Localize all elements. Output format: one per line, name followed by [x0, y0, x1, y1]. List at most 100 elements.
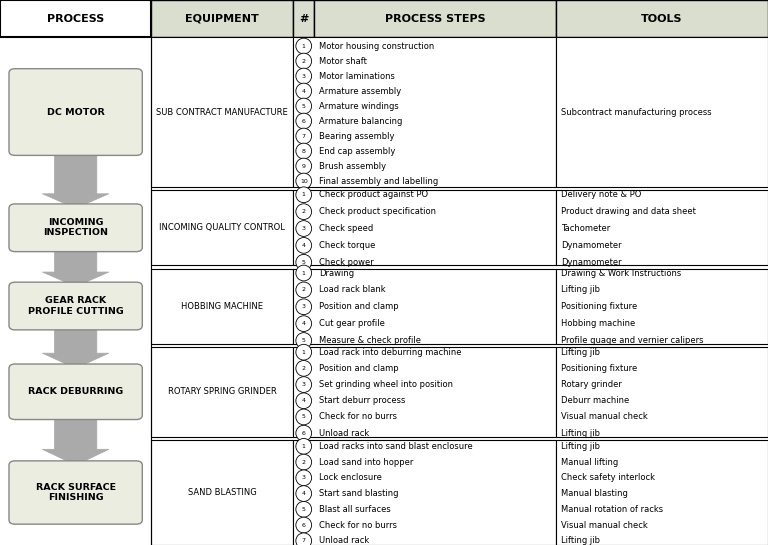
Ellipse shape: [296, 316, 312, 331]
Text: 3: 3: [302, 304, 306, 309]
Text: 7: 7: [302, 538, 306, 543]
Text: 5: 5: [302, 260, 306, 265]
Ellipse shape: [296, 360, 312, 376]
Text: 2: 2: [302, 459, 306, 464]
Text: Load sand into hopper: Load sand into hopper: [319, 458, 413, 467]
Text: Unload rack: Unload rack: [319, 429, 369, 438]
Text: PROCESS STEPS: PROCESS STEPS: [385, 14, 485, 23]
Polygon shape: [42, 415, 109, 465]
Bar: [0, 0, 151, 37]
Text: 4: 4: [302, 491, 306, 496]
Text: 9: 9: [302, 164, 306, 168]
Bar: [314, 0, 556, 37]
Text: Position and clamp: Position and clamp: [319, 364, 399, 373]
Text: 3: 3: [302, 74, 306, 78]
Text: Positioning fixture: Positioning fixture: [561, 364, 637, 373]
Text: Lifting jib: Lifting jib: [561, 348, 601, 356]
Ellipse shape: [296, 68, 312, 84]
Ellipse shape: [296, 53, 312, 69]
Text: Set grinding wheel into position: Set grinding wheel into position: [319, 380, 452, 389]
Text: Check for no burrs: Check for no burrs: [319, 520, 397, 530]
Bar: [293, 347, 556, 437]
Text: Armature balancing: Armature balancing: [319, 117, 402, 125]
Ellipse shape: [296, 113, 312, 129]
Text: ROTARY SPRING GRINDER: ROTARY SPRING GRINDER: [168, 387, 276, 396]
Ellipse shape: [296, 187, 312, 203]
Text: Cut gear profile: Cut gear profile: [319, 319, 385, 328]
Bar: [293, 269, 556, 343]
Bar: [151, 347, 293, 437]
Text: Motor laminations: Motor laminations: [319, 71, 395, 81]
Ellipse shape: [296, 173, 312, 189]
Text: 4: 4: [302, 243, 306, 248]
Text: #: #: [299, 14, 309, 23]
Text: 2: 2: [302, 366, 306, 371]
Bar: [556, 347, 768, 437]
Text: Position and clamp: Position and clamp: [319, 302, 399, 311]
Text: Blast all surfaces: Blast all surfaces: [319, 505, 390, 514]
Bar: [556, 269, 768, 343]
Ellipse shape: [296, 533, 312, 545]
Ellipse shape: [296, 332, 312, 348]
Text: Unload rack: Unload rack: [319, 536, 369, 545]
Ellipse shape: [296, 128, 312, 144]
Ellipse shape: [296, 265, 312, 281]
Text: Profile guage and vernier calipers: Profile guage and vernier calipers: [561, 336, 704, 345]
Ellipse shape: [296, 344, 312, 360]
Ellipse shape: [296, 454, 312, 470]
Ellipse shape: [296, 438, 312, 454]
Polygon shape: [42, 325, 109, 368]
Text: GEAR RACK
PROFILE CUTTING: GEAR RACK PROFILE CUTTING: [28, 296, 124, 316]
Text: Manual lifting: Manual lifting: [561, 458, 619, 467]
Text: 3: 3: [302, 382, 306, 387]
Text: Bearing assembly: Bearing assembly: [319, 131, 394, 141]
FancyBboxPatch shape: [9, 282, 142, 330]
Text: Start deburr process: Start deburr process: [319, 396, 405, 405]
Bar: [293, 440, 556, 545]
Text: Dynamometer: Dynamometer: [561, 258, 622, 267]
Text: 1: 1: [302, 350, 306, 355]
Text: Visual manual check: Visual manual check: [561, 520, 648, 530]
Text: 4: 4: [302, 88, 306, 94]
Bar: [151, 0, 293, 37]
Text: Check for no burrs: Check for no burrs: [319, 413, 397, 421]
Bar: [151, 37, 293, 187]
Text: Start sand blasting: Start sand blasting: [319, 489, 399, 498]
Text: Load rack into deburring machine: Load rack into deburring machine: [319, 348, 462, 356]
Text: 5: 5: [302, 338, 306, 343]
Bar: [556, 190, 768, 265]
Text: 3: 3: [302, 226, 306, 231]
Text: Check safety interlock: Check safety interlock: [561, 473, 655, 482]
Ellipse shape: [296, 299, 312, 314]
Text: Drawing & Work Instructions: Drawing & Work Instructions: [561, 269, 682, 277]
Text: Hobbing machine: Hobbing machine: [561, 319, 636, 328]
Bar: [556, 0, 768, 37]
Text: 7: 7: [302, 134, 306, 138]
Ellipse shape: [296, 221, 312, 237]
Text: Motor shaft: Motor shaft: [319, 57, 366, 65]
Ellipse shape: [296, 282, 312, 298]
Text: 5: 5: [302, 507, 306, 512]
Text: Lifting jib: Lifting jib: [561, 442, 601, 451]
Text: Rotary grinder: Rotary grinder: [561, 380, 622, 389]
Text: Positioning fixture: Positioning fixture: [561, 302, 637, 311]
Bar: [151, 440, 293, 545]
Text: 1: 1: [302, 44, 306, 49]
Bar: [556, 440, 768, 545]
Ellipse shape: [296, 204, 312, 220]
Text: Manual rotation of racks: Manual rotation of racks: [561, 505, 664, 514]
Text: 2: 2: [302, 58, 306, 64]
Text: Check speed: Check speed: [319, 224, 373, 233]
Bar: [151, 269, 293, 343]
Text: Check power: Check power: [319, 258, 373, 267]
Text: 6: 6: [302, 523, 306, 528]
Text: Check product against PO: Check product against PO: [319, 190, 428, 199]
Text: Check torque: Check torque: [319, 241, 375, 250]
Text: 6: 6: [302, 431, 306, 435]
Bar: [556, 37, 768, 187]
Text: Visual manual check: Visual manual check: [561, 413, 648, 421]
Text: 5: 5: [302, 104, 306, 108]
Text: Lifting jib: Lifting jib: [561, 536, 601, 545]
Ellipse shape: [296, 393, 312, 409]
Polygon shape: [42, 151, 109, 208]
